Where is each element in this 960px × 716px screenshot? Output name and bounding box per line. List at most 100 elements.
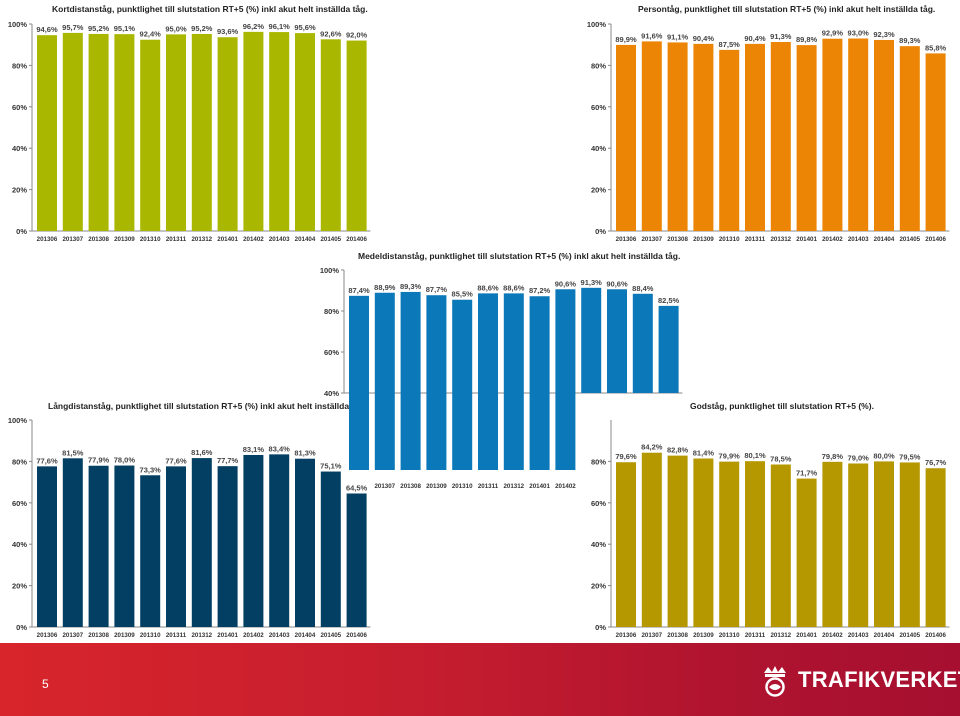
- bar: [191, 33, 212, 231]
- category-label: 201312: [770, 632, 791, 639]
- data-label: 95,1%: [114, 24, 136, 33]
- category-label: 201309: [426, 483, 447, 490]
- y-tick-label: 20%: [12, 582, 27, 591]
- data-label: 79,0%: [848, 453, 870, 462]
- category-label: 201306: [616, 632, 637, 639]
- data-label: 81,5%: [62, 448, 84, 457]
- data-label: 89,9%: [615, 35, 637, 44]
- category-label: 201311: [166, 632, 187, 639]
- bar: [295, 458, 315, 627]
- category-label: 201402: [822, 632, 843, 639]
- data-label: 91,6%: [641, 31, 663, 40]
- category-label: 201310: [719, 236, 740, 243]
- data-label: 90,4%: [693, 34, 715, 43]
- y-tick-label: 20%: [591, 186, 606, 195]
- category-label: 201312: [503, 483, 524, 490]
- data-label: 87,2%: [529, 286, 551, 295]
- bar: [796, 45, 817, 231]
- category-label: 201403: [269, 632, 290, 639]
- bar: [243, 31, 264, 232]
- category-label: 201310: [140, 236, 161, 243]
- category-label: 201306: [616, 236, 637, 243]
- bar: [140, 39, 161, 232]
- category-label: 201405: [899, 632, 920, 639]
- bar: [658, 305, 679, 393]
- y-tick-label: 80%: [324, 307, 339, 316]
- data-label: 93,6%: [217, 27, 239, 36]
- y-tick-label: 60%: [591, 103, 606, 112]
- data-label: 87,7%: [426, 285, 448, 294]
- bar: [191, 458, 212, 627]
- chart-langdistanstag: Långdistanståg, punktlighet till slutsta…: [8, 401, 371, 639]
- category-label: 201402: [243, 632, 264, 639]
- bar: [426, 295, 447, 470]
- category-label: 201404: [874, 632, 895, 639]
- crown-emblem-icon: [764, 666, 786, 697]
- bar: [874, 461, 894, 627]
- bar: [581, 287, 602, 393]
- category-label: 201307: [374, 483, 395, 490]
- data-label: 88,4%: [632, 284, 654, 293]
- data-label: 84,2%: [641, 443, 663, 452]
- data-label: 83,1%: [243, 445, 265, 454]
- chart-title: Medeldistanståg, punktlighet till slutst…: [358, 251, 680, 261]
- data-label: 77,7%: [217, 456, 239, 465]
- category-label: 201401: [529, 483, 550, 490]
- y-tick-label: 100%: [8, 416, 28, 425]
- category-label: 201402: [555, 483, 576, 490]
- category-label: 201308: [88, 632, 109, 639]
- y-tick-label: 0%: [595, 227, 606, 236]
- bar: [166, 466, 186, 627]
- data-label: 95,0%: [165, 24, 187, 33]
- data-label: 79,8%: [822, 452, 844, 461]
- category-label: 201312: [191, 632, 212, 639]
- category-label: 201309: [693, 236, 714, 243]
- bar: [899, 46, 920, 231]
- bar: [320, 39, 341, 232]
- data-label: 95,2%: [191, 24, 213, 33]
- bar: [822, 461, 843, 627]
- data-label: 95,7%: [62, 23, 84, 32]
- bar: [632, 293, 653, 393]
- footer-banner: 5 TRAFIKVERKET: [0, 643, 960, 716]
- bar: [555, 289, 576, 470]
- bar: [848, 38, 869, 231]
- data-label: 82,8%: [667, 446, 689, 455]
- category-label: 201403: [848, 236, 869, 243]
- bar: [796, 478, 817, 627]
- y-tick-label: 20%: [12, 186, 27, 195]
- data-label: 92,9%: [822, 29, 844, 38]
- chart-persontag: Persontåg, punktlighet till slutstation …: [587, 4, 950, 243]
- bar: [88, 465, 109, 627]
- data-label: 96,1%: [269, 22, 291, 31]
- category-label: 201311: [166, 236, 187, 243]
- bar: [349, 295, 369, 470]
- chart-medeldistanstag: Medeldistanståg, punktlighet till slutst…: [320, 251, 683, 490]
- y-tick-label: 40%: [324, 389, 339, 398]
- data-label: 85,5%: [452, 290, 474, 299]
- data-label: 88,6%: [503, 283, 525, 292]
- category-label: 201309: [114, 632, 135, 639]
- data-label: 79,6%: [615, 452, 637, 461]
- bar: [114, 34, 135, 231]
- category-label: 201306: [37, 632, 58, 639]
- data-label: 95,2%: [88, 24, 110, 33]
- y-tick-label: 100%: [8, 20, 28, 29]
- category-label: 201310: [719, 632, 740, 639]
- data-label: 91,3%: [581, 278, 603, 287]
- bar: [37, 466, 57, 627]
- bar: [848, 463, 869, 627]
- bar: [616, 44, 636, 232]
- bar: [616, 462, 636, 627]
- y-tick-label: 20%: [591, 582, 606, 591]
- bar: [770, 464, 791, 627]
- data-label: 87,5%: [719, 40, 741, 49]
- data-label: 83,4%: [269, 444, 291, 453]
- data-label: 78,5%: [770, 455, 792, 464]
- bar: [37, 35, 57, 231]
- bar: [667, 42, 688, 231]
- data-label: 64,5%: [346, 483, 368, 492]
- y-tick-label: 40%: [12, 540, 27, 549]
- bar: [374, 292, 395, 470]
- bar: [745, 461, 765, 627]
